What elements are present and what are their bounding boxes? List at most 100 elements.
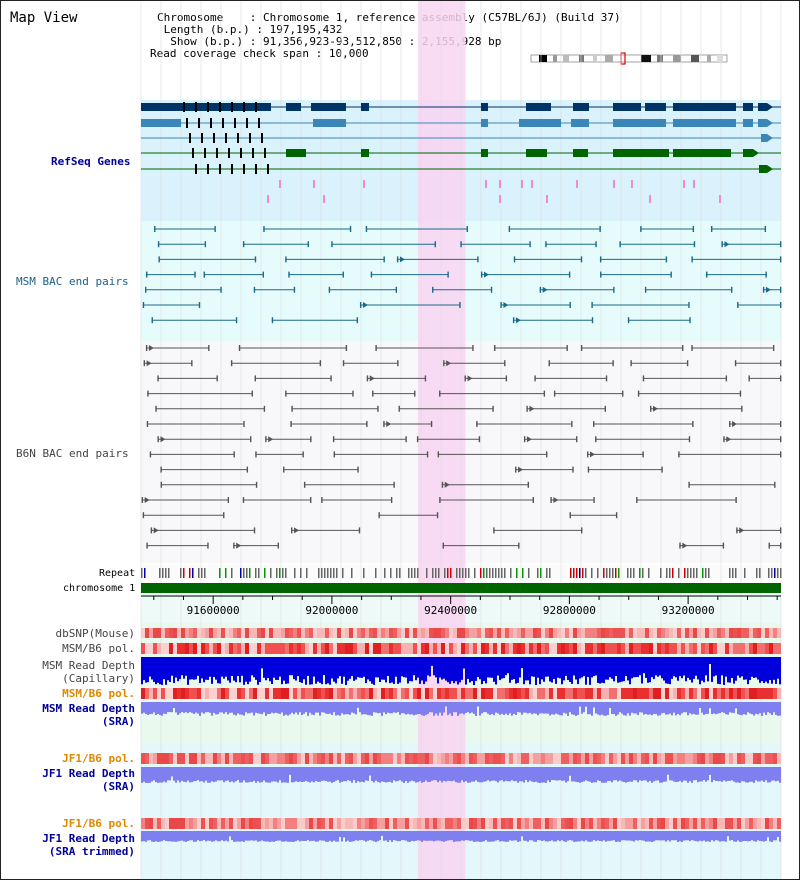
depth-bar [303, 831, 305, 842]
depth-bar [171, 767, 173, 777]
depth-bar [509, 657, 511, 683]
heat-cell [657, 643, 661, 654]
heat-cell [741, 818, 745, 829]
heat-cell [449, 753, 453, 764]
depth-bar [695, 702, 697, 715]
heat-cell [285, 643, 289, 654]
heat-cell [597, 628, 601, 638]
bac-end-marker [591, 317, 594, 324]
gene-exon-tick [192, 148, 194, 158]
depth-bar [711, 767, 713, 783]
depth-bar [319, 831, 321, 841]
heat-cell [145, 753, 149, 764]
depth-bar [339, 767, 341, 783]
depth-bar [519, 702, 521, 713]
depth-bar [357, 702, 359, 708]
depth-bar [765, 702, 767, 716]
heat-cell [545, 753, 549, 764]
depth-bar [697, 767, 699, 783]
bac-arrow [268, 436, 274, 443]
depth-bar [459, 702, 461, 714]
bac-arrow [726, 436, 732, 443]
bac-end-marker [513, 256, 516, 263]
heat-cell [605, 643, 609, 654]
depth-bar [539, 657, 541, 685]
depth-bar [523, 657, 525, 685]
depth-bar [355, 657, 357, 680]
heat-cell [213, 688, 217, 699]
depth-bar [523, 767, 525, 783]
gene-exon-tick [246, 118, 248, 128]
depth-bar [257, 767, 259, 782]
depth-bar [607, 767, 609, 782]
depth-bar [341, 702, 343, 714]
heat-cell [345, 753, 349, 764]
bac-end-marker [303, 481, 306, 488]
depth-bar [289, 767, 291, 775]
bac-end-marker [490, 286, 493, 293]
repeat-element [735, 568, 737, 578]
heat-cell [293, 818, 297, 829]
depth-bar [755, 702, 757, 714]
heat-cell [185, 643, 189, 654]
depth-bar [277, 702, 279, 714]
heat-cell [721, 753, 725, 764]
heat-cell [673, 688, 677, 699]
depth-bar [277, 657, 279, 680]
depth-bar [547, 657, 549, 677]
heat-cell [489, 753, 493, 764]
heat-cell [329, 753, 333, 764]
depth-bar [229, 657, 231, 683]
heat-cell [141, 688, 145, 699]
depth-bar [317, 657, 319, 682]
track-label-jf1-depth-trim-sub: (SRA trimmed) [48, 845, 135, 858]
depth-bar [335, 831, 337, 842]
depth-bar [369, 657, 371, 682]
heat-cell [469, 643, 473, 654]
depth-bar [555, 657, 557, 684]
depth-bar [179, 831, 181, 841]
heat-cell [157, 818, 161, 829]
depth-bar [337, 702, 339, 716]
depth-bar [645, 657, 647, 678]
heat-cell [221, 628, 225, 638]
depth-bar [205, 767, 207, 781]
depth-bar [751, 831, 753, 841]
depth-bar [499, 702, 501, 715]
depth-bar [601, 702, 603, 715]
heat-cell [765, 643, 769, 654]
depth-bar [457, 702, 459, 716]
depth-bar [167, 702, 169, 713]
heat-cell [377, 628, 381, 638]
depth-bar [477, 702, 479, 707]
repeat-element [774, 568, 776, 578]
depth-bar [487, 831, 489, 842]
depth-bar [597, 657, 599, 683]
depth-bar [737, 702, 739, 715]
heat-cell [613, 818, 617, 829]
depth-bar [237, 767, 239, 781]
depth-bar [759, 702, 761, 714]
depth-bar [271, 767, 273, 782]
depth-bar [467, 657, 469, 679]
depth-bar [489, 657, 491, 678]
depth-bar [479, 702, 481, 716]
depth-bar [469, 767, 471, 783]
heat-cell [625, 818, 629, 829]
bac-end-marker [678, 451, 680, 458]
depth-bar [463, 657, 465, 669]
depth-bar [291, 657, 293, 676]
ideogram-band [641, 55, 651, 62]
depth-bar [431, 767, 433, 781]
heat-cell [649, 688, 653, 699]
depth-bar [441, 767, 443, 783]
depth-bar [637, 831, 639, 841]
heat-cell [361, 643, 365, 654]
depth-bar [185, 657, 187, 676]
heat-cell [373, 818, 377, 829]
heat-cell [609, 818, 613, 829]
depth-bar [239, 831, 241, 842]
depth-bar [247, 657, 249, 685]
heat-cell [177, 688, 181, 699]
